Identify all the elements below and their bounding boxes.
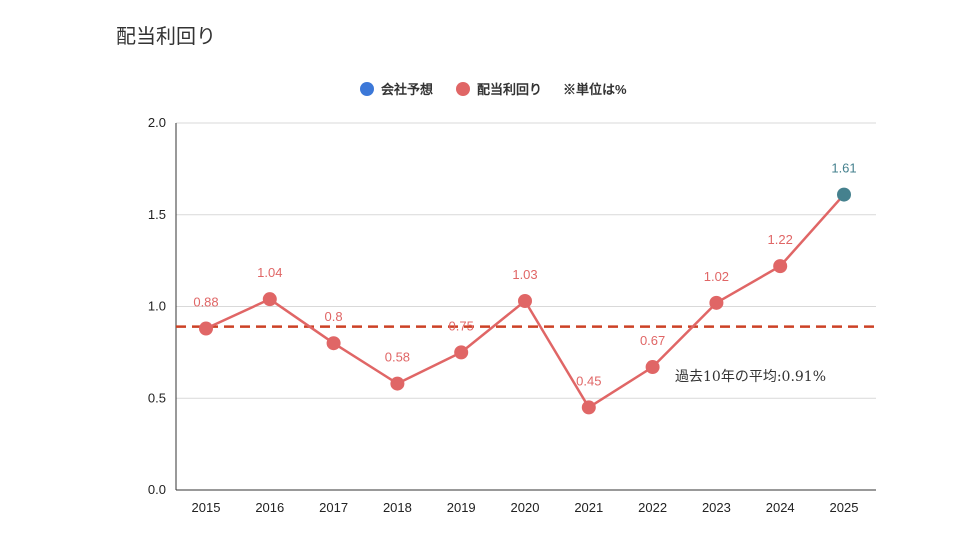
legend-note: ※単位は% — [563, 82, 627, 97]
axes: 0.0 0.5 1.0 1.5 2.0 2015 2016 2017 2018 2019 2020 2… — [148, 115, 876, 515]
data-point — [581, 400, 596, 415]
series-line — [205, 265, 781, 409]
data-label: 1.61 — [831, 161, 856, 176]
x-tick-label: 2022 — [638, 500, 667, 515]
x-tick-label: 2021 — [574, 500, 603, 515]
average-line-label: 過去10年の平均:0.91% — [675, 369, 826, 385]
legend-marker — [456, 82, 470, 96]
data-point — [454, 345, 469, 360]
legend-label: 会社予想 — [381, 82, 433, 97]
chart-title: 配当利回り — [116, 24, 216, 48]
data-point — [837, 187, 851, 202]
x-tick-label: 2017 — [319, 500, 348, 515]
data-point — [199, 321, 213, 336]
data-points — [199, 187, 851, 415]
series-connector — [778, 193, 846, 268]
data-label: 0.67 — [640, 333, 665, 348]
data-label: 1.03 — [512, 267, 537, 282]
x-tick-label: 2023 — [702, 500, 731, 515]
legend-marker — [360, 82, 374, 96]
x-tick-label: 2015 — [192, 500, 221, 515]
y-tick-label: 1.0 — [148, 299, 166, 314]
data-label: 0.75 — [449, 318, 474, 333]
data-label: 1.04 — [257, 265, 282, 280]
data-label: 0.8 — [325, 309, 343, 324]
data-label: 1.22 — [768, 232, 793, 247]
y-tick-label: 2.0 — [148, 115, 166, 130]
average-reference-line: 過去10年の平均:0.91% — [176, 325, 876, 385]
y-tick-label: 0.5 — [148, 390, 166, 405]
x-tick-label: 2019 — [447, 500, 476, 515]
data-point — [262, 292, 277, 307]
y-tick-label: 0.0 — [148, 482, 166, 497]
data-point — [390, 376, 405, 391]
legend: 会社予想 配当利回り ※単位は% — [360, 82, 627, 97]
x-tick-label: 2016 — [255, 500, 284, 515]
data-point — [709, 295, 724, 310]
data-label: 1.02 — [704, 269, 729, 284]
data-label: 0.58 — [385, 350, 410, 365]
series-lines — [205, 193, 846, 409]
data-point — [518, 293, 532, 308]
x-tick-label: 2024 — [766, 500, 795, 515]
data-label: 0.45 — [576, 373, 601, 388]
data-point — [645, 360, 660, 375]
grid-lines — [176, 122, 876, 399]
x-tick-label: 2025 — [830, 500, 859, 515]
data-point — [326, 336, 341, 351]
legend-label: 配当利回り — [477, 82, 542, 97]
data-labels: 0.88 1.04 0.8 0.58 0.75 1.03 0.45 0.67 1.02 1.22 1… — [193, 161, 856, 389]
data-point — [773, 259, 788, 274]
x-tick-label: 2020 — [511, 500, 540, 515]
x-tick-label: 2018 — [383, 500, 412, 515]
data-label: 0.88 — [193, 295, 218, 310]
y-tick-label: 1.5 — [148, 207, 166, 222]
